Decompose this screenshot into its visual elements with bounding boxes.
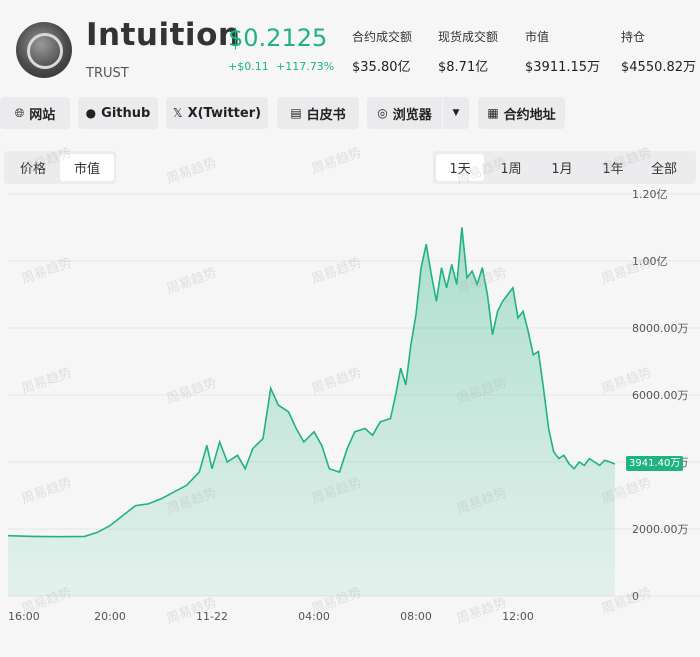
explorer-link-button[interactable]: ◎ 浏览器 <box>367 97 442 129</box>
time-range-tabs: 1天 1周 1月 1年 全部 <box>433 151 696 184</box>
twitter-link-button[interactable]: 𝕏 X(Twitter) <box>166 97 268 129</box>
stat-contract-volume-label: 合约成交额 <box>352 30 413 44</box>
x-tick-label: 11-22 <box>196 610 228 623</box>
current-value-badge: 3941.40万 <box>626 456 684 471</box>
y-tick-label: 8000.00万 <box>632 322 689 335</box>
github-link-label: Github <box>101 105 151 121</box>
y-tick-label: 1.20亿 <box>632 188 668 201</box>
contract-address-button[interactable]: ▦ 合约地址 <box>478 97 565 129</box>
twitter-link-label: X(Twitter) <box>187 105 262 121</box>
y-tick-label: 1.00亿 <box>632 255 668 268</box>
globe-icon: 🌐︎ <box>14 105 25 120</box>
stat-open-interest-value: $4550.82万 <box>621 60 697 75</box>
website-link-label: 网站 <box>29 107 56 123</box>
whitepaper-link-label: 白皮书 <box>306 107 346 123</box>
tab-range-1d[interactable]: 1天 <box>436 154 484 181</box>
stat-spot-volume-label: 现货成交额 <box>438 30 499 44</box>
y-tick-label: 2000.00万 <box>632 523 689 536</box>
y-tick-label: 0 <box>632 590 639 603</box>
token-links-bar: 🌐︎ 网站 ● Github 𝕏 X(Twitter) ▤ 白皮书 ◎ 浏览器 … <box>0 97 700 129</box>
x-axis-labels: 16:00 20:00 11-22 04:00 08:00 12:00 <box>8 610 534 623</box>
x-tick-label: 16:00 <box>8 610 40 623</box>
tab-range-1y[interactable]: 1年 <box>602 162 624 177</box>
market-cap-chart[interactable]: 02000.00万4000.00万6000.00万8000.00万1.00亿1.… <box>0 186 700 626</box>
explorer-icon: ◎ <box>377 106 388 120</box>
website-link-button[interactable]: 🌐︎ 网站 <box>0 97 70 129</box>
token-symbol: TRUST <box>86 66 129 81</box>
chart-series-line <box>7 227 616 538</box>
price-change-percent: +117.73% <box>276 60 335 73</box>
x-tick-label: 20:00 <box>94 610 126 623</box>
stat-market-cap-value: $3911.15万 <box>525 60 601 75</box>
chart-mode-tabs: 价格 市值 <box>4 151 116 184</box>
chart-area-fill <box>8 227 615 596</box>
explorer-dropdown-button[interactable]: ▼ <box>443 97 469 129</box>
tab-range-all[interactable]: 全部 <box>650 162 677 177</box>
contract-address-label: 合约地址 <box>503 107 556 123</box>
token-logo <box>16 22 72 78</box>
token-name: Intuition <box>86 17 241 53</box>
watermark-text: 周易趋势 <box>164 155 219 188</box>
token-header: Intuition TRUST $0.2125 +$0.11 +117.73% … <box>0 0 700 92</box>
stat-market-cap-label: 市值 <box>525 30 550 44</box>
y-tick-label: 6000.00万 <box>632 389 689 402</box>
github-link-button[interactable]: ● Github <box>78 97 158 129</box>
explorer-link-label: 浏览器 <box>392 107 432 123</box>
github-icon: ● <box>85 106 97 120</box>
x-tick-label: 04:00 <box>298 610 330 623</box>
x-tick-label: 12:00 <box>502 610 534 623</box>
tab-market-cap[interactable]: 市值 <box>60 154 114 181</box>
whitepaper-link-button[interactable]: ▤ 白皮书 <box>277 97 359 129</box>
y-axis-labels: 02000.00万4000.00万6000.00万8000.00万1.00亿1.… <box>632 188 689 603</box>
document-icon: ▤ <box>290 106 302 120</box>
tab-range-1m[interactable]: 1月 <box>551 162 573 177</box>
caret-down-icon: ▼ <box>452 108 460 118</box>
stat-spot-volume-value: $8.71亿 <box>438 60 489 75</box>
x-icon: 𝕏 <box>172 106 183 120</box>
token-price: $0.2125 <box>228 24 328 52</box>
tab-range-1w[interactable]: 1周 <box>500 162 522 177</box>
stat-open-interest-label: 持仓 <box>621 30 646 44</box>
tab-price[interactable]: 价格 <box>19 162 46 177</box>
x-tick-label: 08:00 <box>400 610 432 623</box>
stat-contract-volume-value: $35.80亿 <box>352 60 411 75</box>
watermark-text: 周易趋势 <box>309 145 364 178</box>
contract-icon: ▦ <box>487 106 499 120</box>
price-change-absolute: +$0.11 <box>228 60 269 73</box>
